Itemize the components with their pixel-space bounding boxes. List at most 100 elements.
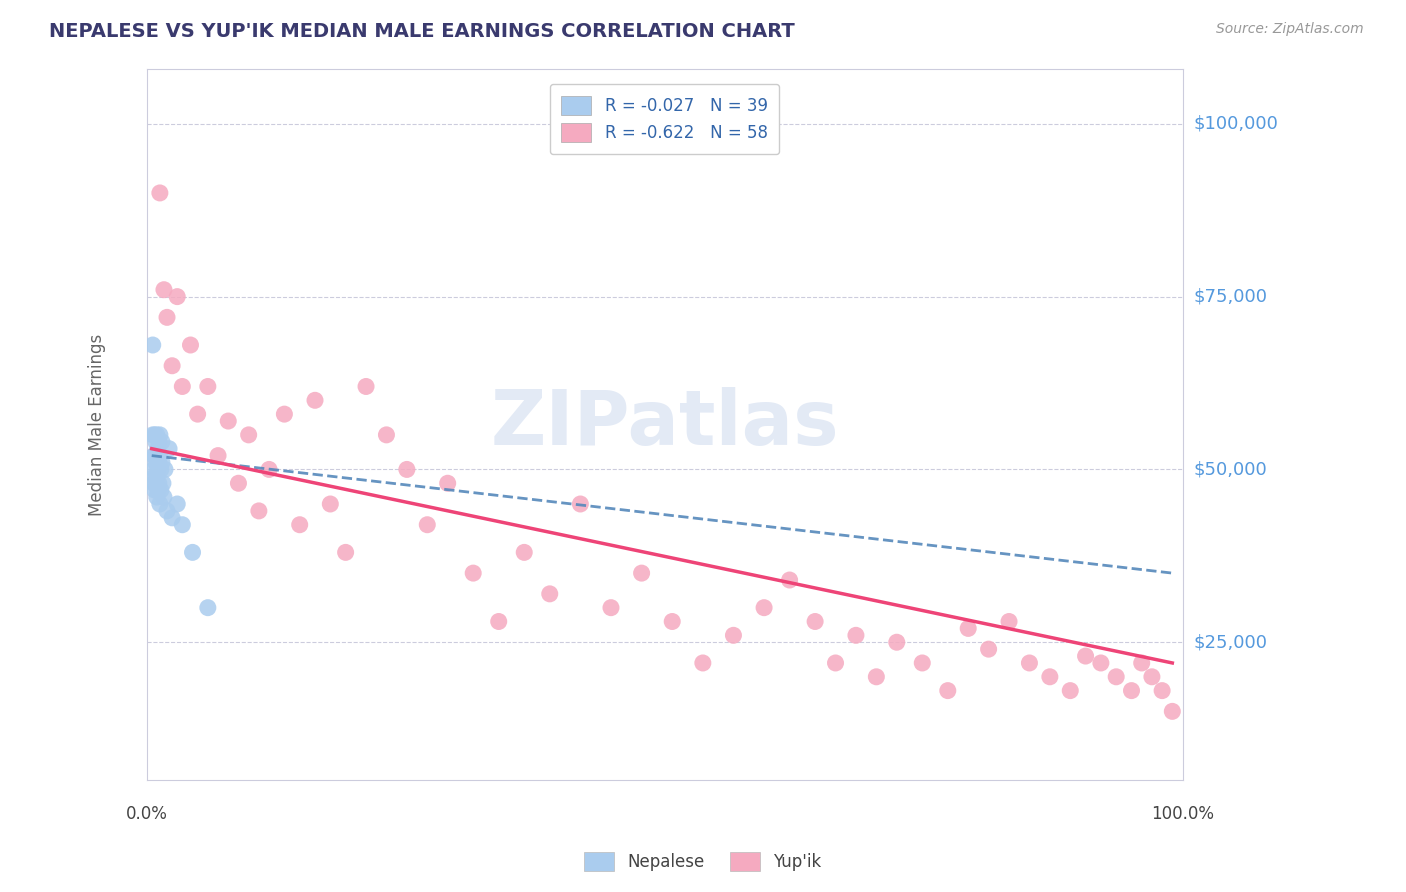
Point bbox=[149, 483, 172, 498]
Point bbox=[354, 379, 377, 393]
Point bbox=[160, 359, 183, 373]
Point bbox=[416, 517, 439, 532]
Point bbox=[335, 545, 357, 559]
Point bbox=[197, 379, 219, 393]
Point bbox=[146, 442, 169, 456]
Point bbox=[723, 628, 745, 642]
Point bbox=[569, 497, 592, 511]
Point bbox=[181, 545, 204, 559]
Point bbox=[257, 462, 280, 476]
Point bbox=[149, 186, 172, 200]
Point bbox=[187, 407, 209, 421]
Point bbox=[142, 449, 165, 463]
Point bbox=[142, 462, 165, 476]
Point bbox=[146, 449, 169, 463]
Point bbox=[157, 442, 180, 456]
Point bbox=[153, 490, 176, 504]
Point bbox=[319, 497, 342, 511]
Point bbox=[146, 428, 169, 442]
Text: Median Male Earnings: Median Male Earnings bbox=[89, 334, 105, 516]
Text: $75,000: $75,000 bbox=[1194, 287, 1268, 306]
Point bbox=[824, 656, 846, 670]
Text: Source: ZipAtlas.com: Source: ZipAtlas.com bbox=[1216, 22, 1364, 37]
Point bbox=[172, 379, 194, 393]
Point bbox=[1059, 683, 1081, 698]
Point bbox=[1105, 670, 1128, 684]
Point bbox=[148, 434, 170, 449]
Point bbox=[630, 566, 652, 581]
Point bbox=[238, 428, 260, 442]
Point bbox=[149, 428, 172, 442]
Point bbox=[692, 656, 714, 670]
Point bbox=[273, 407, 295, 421]
Point bbox=[513, 545, 536, 559]
Point bbox=[166, 497, 188, 511]
Point bbox=[153, 283, 176, 297]
Point bbox=[957, 621, 980, 635]
Point bbox=[150, 456, 173, 470]
Point bbox=[1130, 656, 1153, 670]
Point bbox=[148, 456, 170, 470]
Point bbox=[146, 490, 169, 504]
Point bbox=[148, 476, 170, 491]
Point bbox=[865, 670, 887, 684]
Text: 100.0%: 100.0% bbox=[1152, 805, 1213, 823]
Point bbox=[156, 504, 179, 518]
Point bbox=[936, 683, 959, 698]
Point bbox=[143, 449, 166, 463]
Point bbox=[142, 476, 165, 491]
Text: ZIPatlas: ZIPatlas bbox=[491, 387, 839, 461]
Point bbox=[149, 462, 172, 476]
Point bbox=[166, 290, 188, 304]
Point bbox=[845, 628, 868, 642]
Point bbox=[463, 566, 485, 581]
Point bbox=[752, 600, 775, 615]
Point bbox=[153, 462, 176, 476]
Point bbox=[1018, 656, 1040, 670]
Point bbox=[179, 338, 201, 352]
Point bbox=[217, 414, 239, 428]
Point bbox=[600, 600, 623, 615]
Legend: Nepalese, Yup'ik: Nepalese, Yup'ik bbox=[576, 843, 830, 880]
Point bbox=[152, 476, 174, 491]
Point bbox=[886, 635, 908, 649]
Point bbox=[911, 656, 934, 670]
Text: NEPALESE VS YUP'IK MEDIAN MALE EARNINGS CORRELATION CHART: NEPALESE VS YUP'IK MEDIAN MALE EARNINGS … bbox=[49, 22, 794, 41]
Point bbox=[172, 517, 194, 532]
Point bbox=[1074, 648, 1097, 663]
Point bbox=[145, 456, 167, 470]
Point bbox=[488, 615, 510, 629]
Point bbox=[160, 511, 183, 525]
Text: 0.0%: 0.0% bbox=[125, 805, 167, 823]
Point bbox=[247, 504, 270, 518]
Point bbox=[375, 428, 398, 442]
Point bbox=[661, 615, 683, 629]
Point bbox=[143, 428, 166, 442]
Point bbox=[145, 434, 167, 449]
Point bbox=[142, 428, 165, 442]
Point bbox=[804, 615, 827, 629]
Legend: R = -0.027   N = 39, R = -0.622   N = 58: R = -0.027 N = 39, R = -0.622 N = 58 bbox=[550, 84, 779, 154]
Point bbox=[143, 469, 166, 483]
Point bbox=[146, 462, 169, 476]
Point bbox=[538, 587, 561, 601]
Point bbox=[156, 310, 179, 325]
Point bbox=[998, 615, 1021, 629]
Point bbox=[779, 573, 801, 587]
Point bbox=[288, 517, 311, 532]
Text: $50,000: $50,000 bbox=[1194, 460, 1267, 478]
Point bbox=[1121, 683, 1143, 698]
Point bbox=[207, 449, 229, 463]
Point bbox=[304, 393, 326, 408]
Point bbox=[1152, 683, 1174, 698]
Point bbox=[143, 483, 166, 498]
Point bbox=[977, 642, 1000, 657]
Point bbox=[436, 476, 458, 491]
Point bbox=[149, 497, 172, 511]
Text: $25,000: $25,000 bbox=[1194, 633, 1268, 651]
Point bbox=[1090, 656, 1112, 670]
Text: $100,000: $100,000 bbox=[1194, 115, 1278, 133]
Point bbox=[146, 469, 169, 483]
Point bbox=[146, 483, 169, 498]
Point bbox=[142, 338, 165, 352]
